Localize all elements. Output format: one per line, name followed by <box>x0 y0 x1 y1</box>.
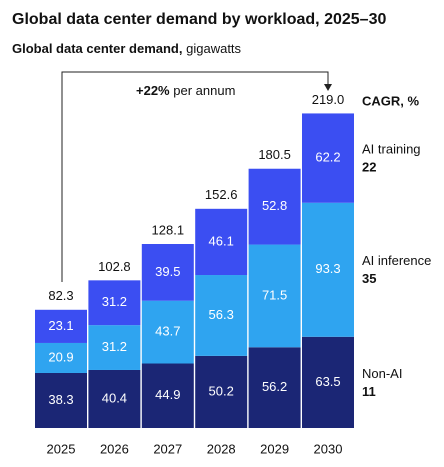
bar-segment <box>88 369 141 428</box>
bar-segment <box>141 363 194 428</box>
value-label: 62.2 <box>315 150 340 165</box>
value-label: 20.9 <box>48 349 73 364</box>
annotation-text: per annum <box>173 83 235 98</box>
bar-segment <box>195 355 248 428</box>
legend-label: AI training <box>362 142 421 157</box>
x-tick-label: 2025 <box>47 441 76 456</box>
bar-segment <box>248 168 301 245</box>
bar-segment <box>35 309 87 343</box>
value-label: 56.3 <box>209 307 234 322</box>
subtitle-bold: Global data center demand, <box>12 41 183 56</box>
value-label: 93.3 <box>315 261 340 276</box>
value-label: 50.2 <box>209 383 234 398</box>
bar-segment <box>88 325 141 370</box>
value-label: 43.7 <box>155 324 180 339</box>
total-label: 82.3 <box>48 288 73 303</box>
bar-segment <box>302 336 354 428</box>
bar-segment <box>302 202 354 337</box>
annotation-bold: +22% <box>136 83 170 98</box>
value-label: 46.1 <box>209 233 234 248</box>
bar-segment <box>88 280 141 326</box>
cagr-value: 35 <box>362 271 376 286</box>
value-label: 38.3 <box>48 392 73 407</box>
cagr-value: 11 <box>362 384 376 399</box>
value-label: 40.4 <box>102 390 127 405</box>
value-label: 52.8 <box>262 198 287 213</box>
total-label: 219.0 <box>312 92 345 107</box>
bar-segment <box>35 342 87 373</box>
arrow-head <box>324 84 332 91</box>
total-label: 152.6 <box>205 187 238 202</box>
bar-segment <box>35 372 87 428</box>
total-label: 128.1 <box>152 222 185 237</box>
legend-label: Non-AI <box>362 366 402 381</box>
bar-segment <box>248 244 301 348</box>
bar-segment <box>141 300 194 364</box>
x-tick-label: 2026 <box>100 441 129 456</box>
subtitle: Global data center demand, gigawatts <box>12 41 242 56</box>
value-label: 71.5 <box>262 287 287 302</box>
cagr-bracket <box>61 71 329 282</box>
cagr-title: CAGR, % <box>362 93 420 108</box>
x-tick-label: 2030 <box>314 441 343 456</box>
bar-segment <box>141 244 194 301</box>
x-tick-label: 2027 <box>153 441 182 456</box>
value-label: 23.1 <box>48 318 73 333</box>
cagr-value: 22 <box>362 160 376 175</box>
value-label: 63.5 <box>315 374 340 389</box>
value-label: 31.2 <box>102 339 127 354</box>
x-tick-label: 2028 <box>207 441 236 456</box>
annotation: +22% per annum <box>136 83 235 98</box>
x-tick-label: 2029 <box>260 441 289 456</box>
bar-segment <box>302 113 354 203</box>
value-label: 39.5 <box>155 264 180 279</box>
legend-label: AI inference <box>362 253 431 268</box>
bar-segment <box>195 275 248 356</box>
value-label: 56.2 <box>262 379 287 394</box>
value-label: 44.9 <box>155 387 180 402</box>
total-label: 102.8 <box>98 259 131 274</box>
bar-segment <box>248 347 301 428</box>
bar-segment <box>195 208 248 276</box>
total-label: 180.5 <box>258 147 291 162</box>
chart-title: Global data center demand by workload, 2… <box>12 11 386 28</box>
value-label: 31.2 <box>102 294 127 309</box>
unit: gigawatts <box>186 41 241 56</box>
